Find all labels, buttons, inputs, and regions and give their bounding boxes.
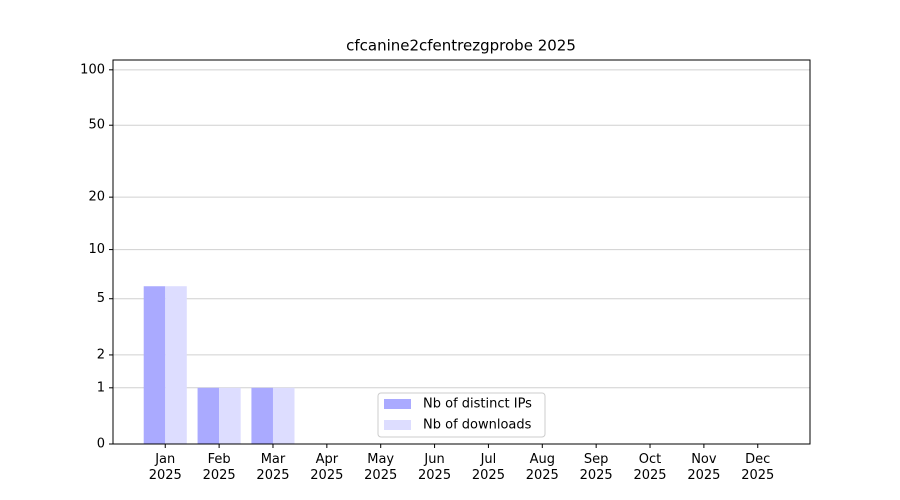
x-tick-label: Oct 2025 [633, 452, 667, 483]
y-tick-label: 100 [80, 62, 105, 77]
x-tick-label: Mar 2025 [256, 452, 290, 483]
legend-swatch [384, 399, 411, 409]
chart-title: cfcanine2cfentrezgprobe 2025 [346, 37, 576, 55]
legend-label: Nb of downloads [423, 418, 532, 433]
legend-box [377, 392, 546, 438]
bar [251, 387, 273, 444]
x-tick-label: Jun 2025 [418, 452, 452, 483]
y-tick-label: 10 [88, 242, 105, 257]
bar [143, 286, 166, 444]
x-tick-label: May 2025 [364, 452, 398, 483]
x-tick-label: Feb 2025 [202, 452, 236, 483]
x-tick-label: Jan 2025 [148, 452, 182, 483]
legend-label: Nb of distinct IPs [423, 397, 532, 412]
x-tick-label: Aug 2025 [525, 452, 559, 483]
x-tick-label: Apr 2025 [310, 452, 344, 483]
y-tick-label: 1 [97, 380, 105, 395]
y-tick-label: 50 [88, 118, 105, 133]
y-tick-label: 20 [88, 190, 105, 205]
x-tick-label: Jul 2025 [471, 452, 505, 483]
y-tick-label: 0 [97, 437, 105, 452]
x-tick-label: Dec 2025 [741, 452, 775, 483]
plot-frame [112, 59, 811, 445]
bar [219, 387, 241, 444]
x-tick-label: Sep 2025 [579, 452, 613, 483]
bar [272, 387, 295, 444]
x-tick-label: Nov 2025 [687, 452, 721, 483]
bar [197, 387, 220, 444]
legend-swatch [384, 420, 411, 430]
y-tick-label: 5 [97, 291, 105, 306]
y-tick-label: 2 [97, 347, 105, 362]
bar [165, 286, 187, 444]
